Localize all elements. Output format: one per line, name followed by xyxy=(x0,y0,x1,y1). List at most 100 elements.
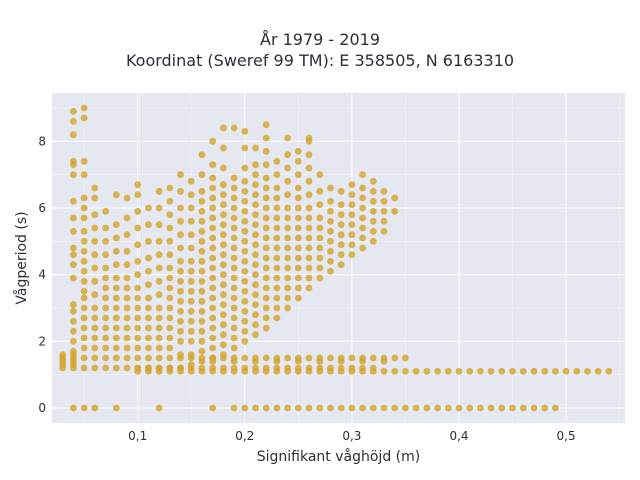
data-point xyxy=(209,324,217,332)
data-point xyxy=(262,304,270,312)
data-point xyxy=(284,284,291,292)
data-point xyxy=(155,277,163,285)
data-point xyxy=(177,257,184,265)
data-point xyxy=(198,317,206,325)
data-points xyxy=(59,104,613,412)
data-point xyxy=(80,171,88,179)
data-point xyxy=(70,404,77,412)
data-point xyxy=(80,214,88,222)
data-point xyxy=(102,324,109,332)
data-point xyxy=(209,294,217,302)
data-point xyxy=(273,194,281,202)
data-point xyxy=(112,294,120,302)
data-point xyxy=(284,164,291,172)
data-point xyxy=(230,314,238,322)
data-point xyxy=(359,364,366,372)
data-point xyxy=(187,177,195,185)
data-point xyxy=(220,241,227,249)
data-point xyxy=(444,404,452,412)
data-point xyxy=(359,204,366,212)
data-point xyxy=(134,271,142,279)
data-point xyxy=(123,334,131,342)
data-point xyxy=(198,151,206,159)
data-point xyxy=(594,367,602,375)
data-point xyxy=(145,324,152,332)
data-point xyxy=(230,304,238,312)
data-point xyxy=(80,334,88,342)
data-point xyxy=(466,367,474,375)
data-point xyxy=(327,207,334,215)
data-point xyxy=(273,224,281,232)
data-point xyxy=(123,344,131,352)
data-point xyxy=(145,364,152,372)
data-point xyxy=(134,181,142,189)
data-point xyxy=(391,354,399,362)
data-point xyxy=(134,364,142,372)
data-point xyxy=(209,304,217,312)
data-point xyxy=(166,184,174,192)
data-point xyxy=(423,367,431,375)
data-point xyxy=(509,404,516,412)
data-point xyxy=(166,274,174,282)
y-tick-label: 0 xyxy=(38,401,46,415)
data-point xyxy=(477,404,484,412)
data-point xyxy=(305,254,313,262)
data-point xyxy=(369,227,377,235)
data-point xyxy=(209,214,217,222)
data-point xyxy=(241,287,249,295)
data-point xyxy=(166,211,174,219)
data-point xyxy=(327,354,334,362)
data-point xyxy=(123,247,131,255)
data-point xyxy=(348,364,356,372)
data-point xyxy=(348,231,356,239)
data-point xyxy=(198,347,206,355)
data-point xyxy=(134,191,142,199)
data-point xyxy=(230,214,238,222)
data-point xyxy=(262,314,270,322)
data-point xyxy=(284,304,291,312)
data-point xyxy=(123,314,131,322)
data-point xyxy=(80,304,88,312)
data-point xyxy=(220,301,227,309)
data-point xyxy=(70,327,77,335)
data-point xyxy=(348,201,356,209)
data-point xyxy=(252,331,259,339)
data-point xyxy=(252,251,259,259)
data-point xyxy=(262,121,270,129)
data-point xyxy=(70,307,77,315)
data-point xyxy=(327,197,334,205)
data-point xyxy=(80,247,88,255)
data-point xyxy=(262,404,270,412)
data-point xyxy=(91,237,99,245)
data-point xyxy=(380,197,388,205)
data-point xyxy=(241,354,249,362)
data-point xyxy=(262,324,270,332)
data-point xyxy=(241,337,249,345)
data-point xyxy=(284,404,291,412)
data-point xyxy=(166,197,174,205)
data-point xyxy=(252,211,259,219)
data-point xyxy=(177,277,184,285)
data-point xyxy=(337,364,345,372)
data-point xyxy=(380,217,388,225)
data-point xyxy=(423,404,431,412)
chart-title-line-2: Koordinat (Sweref 99 TM): E 358505, N 61… xyxy=(125,51,515,70)
data-point xyxy=(241,317,249,325)
data-point xyxy=(316,224,324,232)
data-point xyxy=(294,204,302,212)
data-point xyxy=(294,157,302,165)
data-point xyxy=(241,267,249,275)
data-point xyxy=(155,304,163,312)
y-tick-label: 4 xyxy=(38,268,46,282)
data-point xyxy=(166,304,174,312)
data-point xyxy=(155,204,163,212)
data-point xyxy=(155,291,163,299)
data-point xyxy=(284,294,291,302)
data-point xyxy=(123,214,131,222)
data-point xyxy=(252,364,259,372)
data-point xyxy=(209,344,217,352)
data-point xyxy=(112,364,120,372)
data-point xyxy=(145,254,152,262)
data-point xyxy=(487,404,495,412)
data-point xyxy=(348,191,356,199)
